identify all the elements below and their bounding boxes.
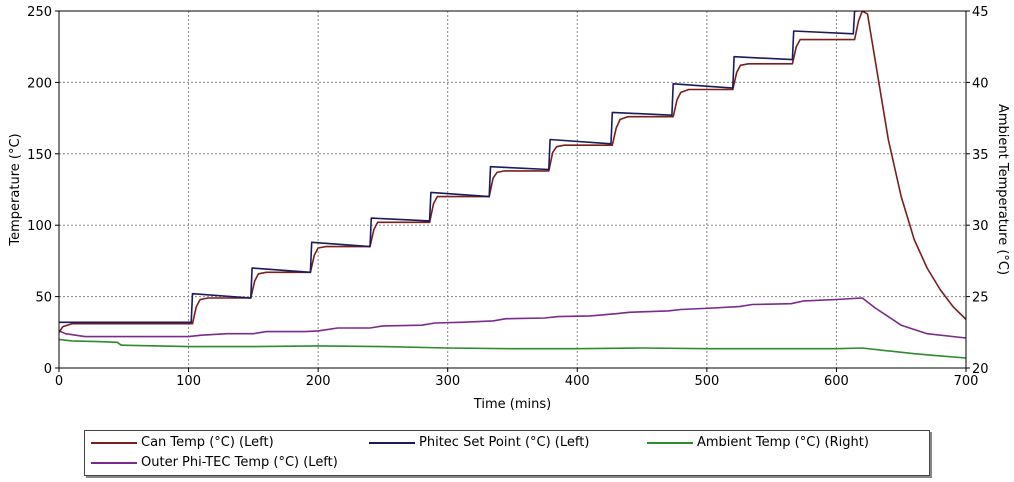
legend-swatch-can-temp bbox=[91, 441, 137, 444]
legend-item-phitec-set-point: Phitec Set Point (°C) (Left) bbox=[369, 435, 589, 450]
legend-label-phitec-set-point: Phitec Set Point (°C) (Left) bbox=[419, 435, 590, 450]
line-chart: 0 100 200 300 400 500 600 700 0 50 100 150 200 250 20 2… bbox=[8, 5, 1010, 412]
legend-item-can-temp: Can Temp (°C) (Left) bbox=[91, 435, 274, 450]
y2-tick-label-25: 25 bbox=[972, 291, 989, 306]
x-tick-label-200: 200 bbox=[306, 374, 331, 389]
x-tick-label-600: 600 bbox=[824, 374, 849, 389]
y-tick-label-250: 250 bbox=[27, 5, 52, 20]
legend-label-ambient-temp: Ambient Temp (°C) (Right) bbox=[697, 435, 869, 450]
legend-label-can-temp: Can Temp (°C) (Left) bbox=[141, 435, 274, 450]
x-tick-label-300: 300 bbox=[435, 374, 460, 389]
y2-axis-label: Ambient Temperature (°C) bbox=[995, 104, 1010, 275]
y-tick-label-150: 150 bbox=[27, 148, 52, 163]
series-line-ambient-temp-c-right bbox=[59, 338, 966, 359]
series-layer bbox=[59, 11, 966, 359]
series-line-outer-phi-tec-temp-c-left bbox=[59, 297, 966, 339]
legend: Can Temp (°C) (Left) Phitec Set Point (°… bbox=[84, 430, 930, 476]
y2-tick-label-35: 35 bbox=[972, 148, 989, 163]
legend-swatch-ambient-temp bbox=[647, 441, 693, 444]
series-line-can-temp-c-left bbox=[59, 11, 966, 333]
plot-frame bbox=[58, 10, 967, 369]
tick-labels: 0 100 200 300 400 500 600 700 0 50 100 150 200 250 20 2… bbox=[27, 5, 988, 389]
y-tick-label-200: 200 bbox=[27, 76, 52, 91]
y-axis-label: Temperature (°C) bbox=[8, 133, 23, 246]
legend-swatch-phitec-set-point bbox=[369, 441, 415, 444]
x-tick-label-400: 400 bbox=[565, 374, 590, 389]
y-tick-label-100: 100 bbox=[27, 219, 52, 234]
grid bbox=[59, 11, 966, 368]
y-tick-label-0: 0 bbox=[44, 362, 52, 377]
legend-item-ambient-temp: Ambient Temp (°C) (Right) bbox=[647, 435, 869, 450]
y2-tick-label-45: 45 bbox=[972, 5, 989, 20]
x-tick-label-100: 100 bbox=[176, 374, 201, 389]
x-tick-label-500: 500 bbox=[694, 374, 719, 389]
y-tick-label-50: 50 bbox=[35, 291, 52, 306]
legend-swatch-outer-phi-tec-temp bbox=[91, 461, 137, 464]
y2-tick-label-20: 20 bbox=[972, 362, 989, 377]
y2-tick-label-30: 30 bbox=[972, 219, 989, 234]
x-axis-label: Time (mins) bbox=[473, 397, 551, 412]
series-line-phitec-set-point-c-left bbox=[59, 11, 859, 324]
x-tick-label-0: 0 bbox=[55, 374, 63, 389]
y2-tick-label-40: 40 bbox=[972, 76, 989, 91]
x-tick-label-700: 700 bbox=[954, 374, 979, 389]
legend-label-outer-phi-tec-temp: Outer Phi-TEC Temp (°C) (Left) bbox=[141, 455, 338, 470]
legend-item-outer-phi-tec-temp: Outer Phi-TEC Temp (°C) (Left) bbox=[91, 455, 338, 470]
